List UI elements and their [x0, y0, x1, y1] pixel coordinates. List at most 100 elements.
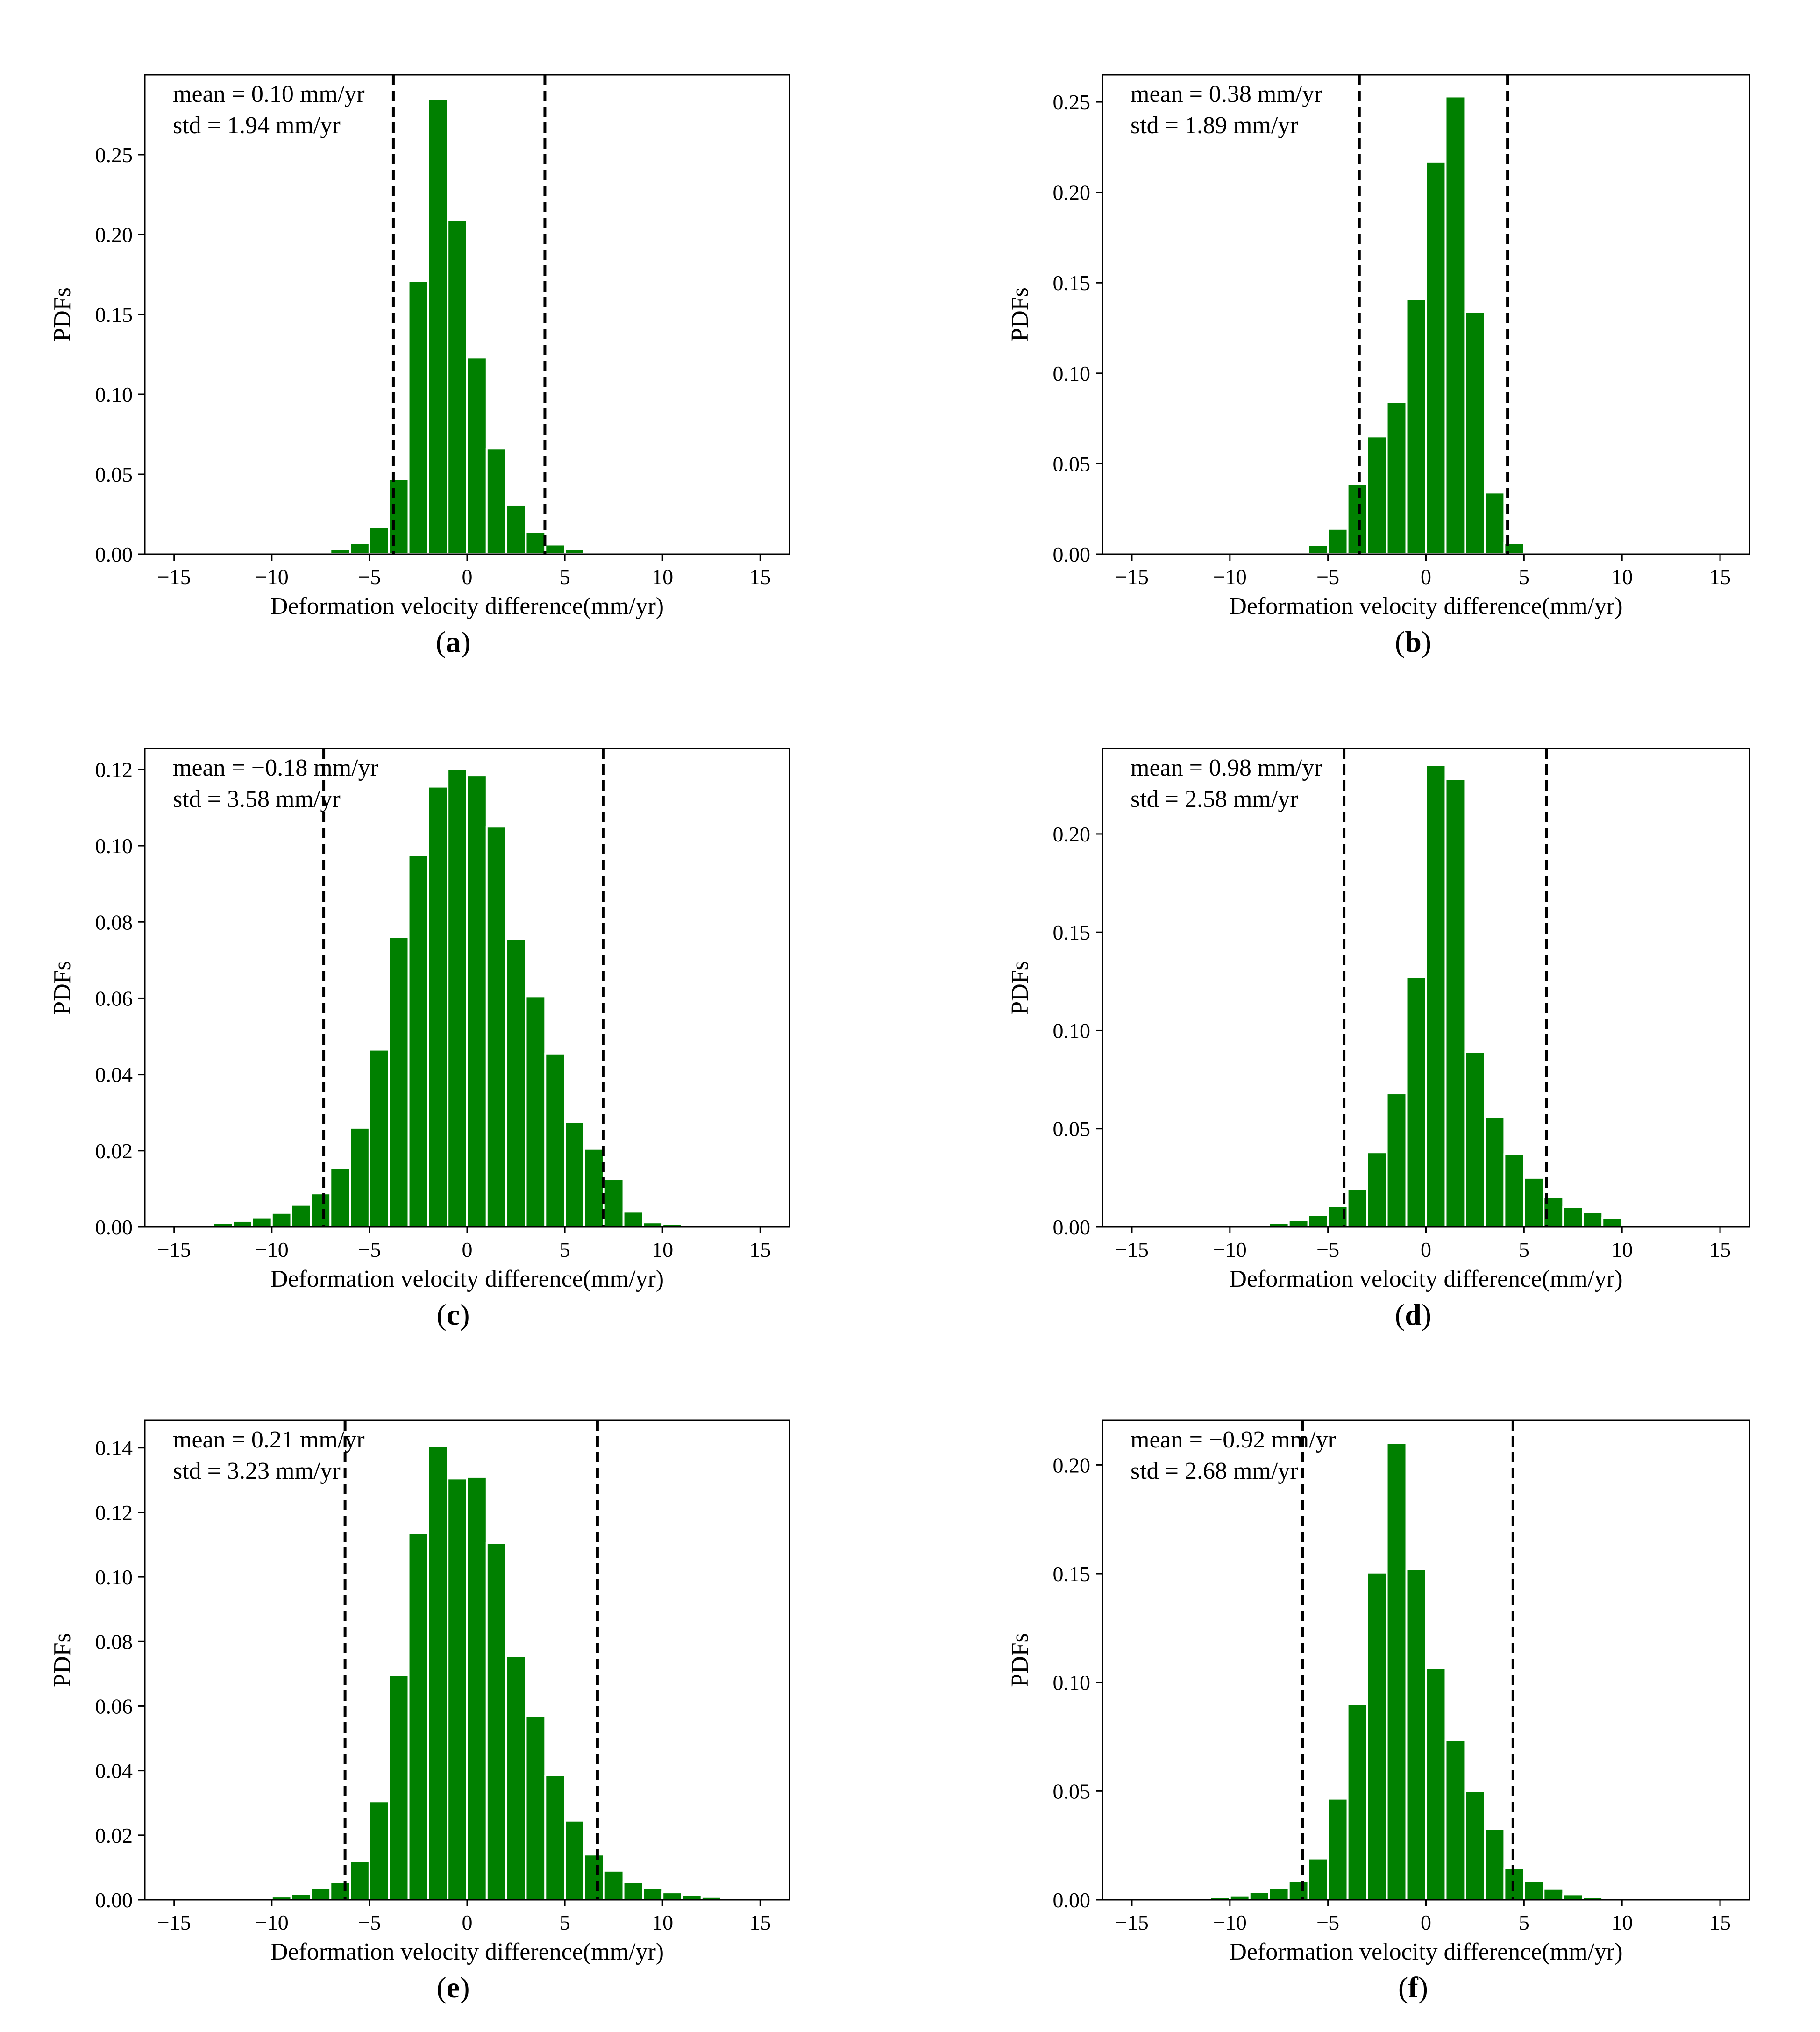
x-tick-label: 10 [1611, 565, 1633, 589]
bar [583, 1854, 605, 1901]
x-tick-label: 15 [1709, 565, 1731, 589]
bar [681, 1894, 703, 1901]
x-tick-label: −15 [1115, 565, 1149, 589]
bar [1444, 95, 1466, 555]
bar [1562, 1893, 1584, 1901]
y-tick-label: 0.15 [95, 303, 133, 327]
bar [564, 1121, 585, 1228]
bar [1386, 401, 1408, 556]
bar [1366, 435, 1388, 556]
bar [447, 219, 468, 556]
panel-label-letter: a [446, 625, 461, 658]
bar [388, 1674, 410, 1901]
panel-label-close: ) [461, 625, 470, 658]
x-tick-label: −10 [255, 565, 289, 589]
y-tick-label: 0.05 [1053, 1117, 1091, 1141]
bar [505, 1655, 527, 1901]
x-tick-label: −5 [358, 565, 381, 589]
bar [544, 1052, 566, 1228]
bar [1327, 528, 1349, 556]
bar [310, 1192, 332, 1228]
bar [251, 1216, 273, 1228]
panel-label-close: ) [1422, 625, 1431, 658]
panel-label-letter: e [447, 1971, 460, 2004]
panel-label: (d) [1395, 1298, 1431, 1331]
y-tick-label: 0.10 [1053, 1019, 1091, 1042]
y-tick-label: 0.00 [95, 1888, 133, 1912]
bar [564, 1819, 585, 1901]
bar [1346, 1188, 1368, 1228]
bar [1543, 1888, 1564, 1901]
bar [1444, 778, 1466, 1228]
y-tick-label: 0.15 [1053, 920, 1091, 944]
bar [349, 542, 370, 556]
y-tick-label: 0.05 [95, 463, 133, 486]
y-tick-label: 0.05 [1053, 1779, 1091, 1803]
bar [603, 1869, 625, 1901]
bar [1444, 1739, 1466, 1901]
panel-f: −15 −10 −5 0 5 10 15 0.00 0.05 0.10 0.15 0.20 Deform… [1007, 1419, 1750, 2004]
std-annotation: std = 1.89 mm/yr [1130, 112, 1298, 139]
bar [466, 1476, 488, 1901]
bar [1425, 160, 1447, 555]
y-tick-label: 0.00 [1053, 1215, 1091, 1239]
y-tick-label: 0.10 [95, 383, 133, 406]
mean-annotation: mean = −0.92 mm/yr [1130, 1426, 1336, 1453]
mean-annotation: mean = 0.38 mm/yr [1130, 81, 1322, 107]
bar [232, 1219, 253, 1228]
bar [1307, 1214, 1329, 1228]
y-axis-title: PDFs [1007, 287, 1033, 342]
bar [427, 1445, 449, 1901]
y-tick-label: 0.15 [1053, 1562, 1091, 1586]
bar [642, 1887, 664, 1901]
bar [661, 1891, 683, 1901]
bar [544, 543, 566, 555]
bar [427, 98, 449, 556]
bar [1484, 1828, 1506, 1901]
bar [270, 1212, 292, 1228]
panel-label-close: ) [1418, 1971, 1428, 2004]
x-tick-label: 15 [1709, 1238, 1731, 1262]
x-axis-title: Deformation velocity difference(mm/yr) [1229, 1266, 1622, 1292]
x-tick-label: 0 [462, 1911, 473, 1934]
x-tick-label: 5 [1519, 1911, 1529, 1934]
bars-b [1287, 95, 1545, 556]
y-tick-label: 0.00 [1053, 542, 1091, 566]
bar [505, 938, 527, 1228]
bar [1484, 1116, 1506, 1228]
x-tick-label: −10 [255, 1911, 289, 1934]
y-tick-label: 0.00 [95, 1215, 133, 1239]
bar [466, 356, 488, 556]
panel-label-letter: c [447, 1298, 460, 1331]
y-tick-label: 0.08 [95, 910, 133, 934]
bar [329, 1881, 351, 1901]
bar [1425, 764, 1447, 1228]
bar [1484, 492, 1506, 555]
bar [603, 1178, 625, 1228]
panel-label: (a) [436, 625, 471, 658]
y-tick-label: 0.14 [95, 1436, 133, 1460]
bar [447, 1477, 468, 1901]
bar [1405, 1568, 1427, 1901]
x-tick-label: −15 [1115, 1911, 1149, 1934]
x-tick-label: −5 [1316, 565, 1339, 589]
bar [1287, 1219, 1309, 1228]
bar [329, 1167, 351, 1228]
bar [1425, 1667, 1447, 1901]
mean-annotation: mean = 0.10 mm/yr [173, 81, 365, 107]
x-tick-label: 0 [462, 565, 473, 589]
y-axis-title: PDFs [49, 961, 76, 1015]
x-tick-label: 5 [1519, 1238, 1529, 1262]
x-tick-label: 15 [749, 565, 771, 589]
bar [1366, 1571, 1388, 1901]
x-tick-label: 0 [462, 1238, 473, 1262]
bar [525, 1715, 547, 1901]
bar [622, 1881, 644, 1901]
x-tick-label: −10 [1213, 1911, 1247, 1934]
x-tick-label: −10 [255, 1238, 289, 1262]
x-tick-label: −5 [358, 1238, 381, 1262]
bar [1464, 1051, 1486, 1228]
bar [407, 1532, 429, 1901]
bar [407, 280, 429, 555]
